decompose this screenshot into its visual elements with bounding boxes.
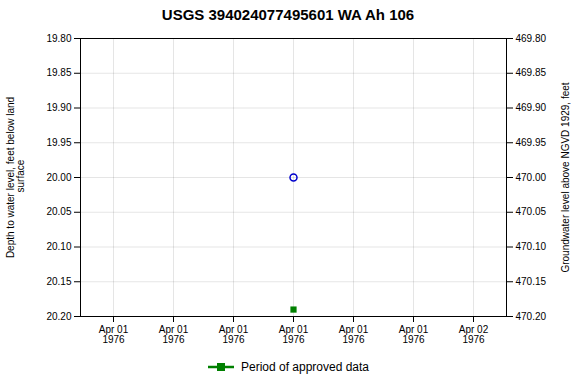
svg-text:470.00: 470.00 (516, 172, 547, 183)
svg-text:469.90: 469.90 (516, 102, 547, 113)
svg-text:19.85: 19.85 (46, 67, 71, 78)
svg-text:470.15: 470.15 (516, 276, 547, 287)
html-text:USGS 394024077495601 WA Ah 106: USGS 394024077495601 WA Ah 106 (161, 6, 415, 23)
svg-text:Groundwater level above NGVD 1: Groundwater level above NGVD 1929, feet (560, 82, 571, 272)
svg-text:Apr 011976: Apr 011976 (279, 324, 309, 345)
svg-text:20.00: 20.00 (46, 172, 71, 183)
svg-text:20.10: 20.10 (46, 241, 71, 252)
svg-text:470.05: 470.05 (516, 206, 547, 217)
svg-text:19.90: 19.90 (46, 102, 71, 113)
svg-text:19.95: 19.95 (46, 137, 71, 148)
svg-text:19.80: 19.80 (46, 33, 71, 44)
svg-text:469.80: 469.80 (516, 33, 547, 44)
svg-text:470.10: 470.10 (516, 241, 547, 252)
svg-text:20.15: 20.15 (46, 276, 71, 287)
svg-text:Apr 011976: Apr 011976 (159, 324, 189, 345)
svg-text:469.95: 469.95 (516, 137, 547, 148)
html-text:Period of approved data: Period of approved data (241, 360, 369, 374)
svg-text:Apr 011976: Apr 011976 (219, 324, 249, 345)
svg-text:20.20: 20.20 (46, 311, 71, 322)
svg-text:20.05: 20.05 (46, 206, 71, 217)
svg-text:Apr 021976: Apr 021976 (459, 324, 489, 345)
svg-text:469.85: 469.85 (516, 67, 547, 78)
svg-text:Apr 011976: Apr 011976 (339, 324, 369, 345)
svg-text:Depth to water level, feet bel: Depth to water level, feet below land su… (5, 97, 26, 258)
svg-text:Apr 011976: Apr 011976 (399, 324, 429, 345)
svg-text:Apr 011976: Apr 011976 (99, 324, 129, 345)
svg-text:470.20: 470.20 (516, 311, 547, 322)
